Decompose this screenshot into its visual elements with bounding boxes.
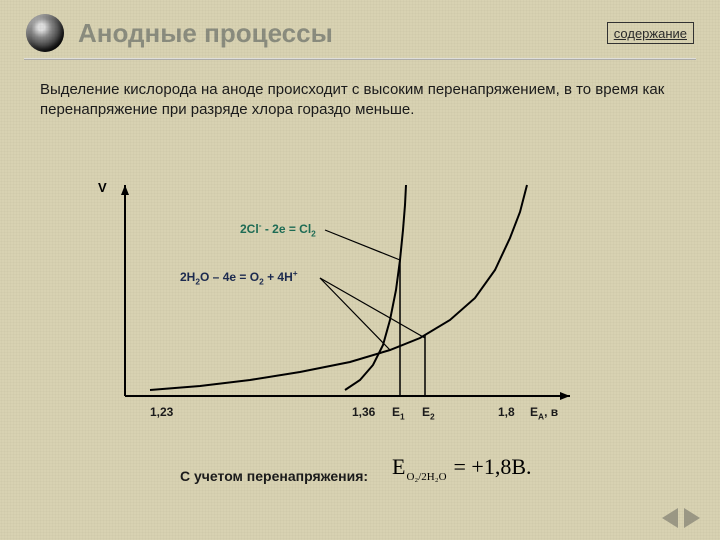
curve-label-O2: 2H2O – 4e = O2 + 4H+: [180, 268, 298, 286]
x-tick: 1,8: [498, 405, 515, 419]
chart-svg: [90, 180, 590, 440]
x-tick: 1,23: [150, 405, 173, 419]
y-axis-label: V: [98, 180, 107, 195]
logo-icon: [26, 14, 64, 52]
footer-formula: E O₂/2H₂O = +1,8B.: [392, 454, 532, 480]
curve-label-Cl2: 2Cl- - 2e = Cl2: [240, 220, 316, 238]
next-slide-button[interactable]: [684, 508, 700, 528]
x-tick: E1: [392, 405, 405, 421]
header-divider: [24, 58, 696, 60]
intro-paragraph: Выделение кислорода на аноде происходит …: [40, 80, 680, 121]
footer-caption: С учетом перенапряжения:: [180, 468, 368, 484]
anode-chart: V 1,23 1,36 E1 E2 1,8 EA, в 2H2O – 4e = O2 + 4…: [90, 180, 590, 440]
prev-slide-button[interactable]: [662, 508, 678, 528]
page-title: Анодные процессы: [78, 18, 333, 49]
toc-button[interactable]: содержание: [607, 22, 694, 44]
x-tick: EA, в: [530, 405, 558, 421]
x-tick: E2: [422, 405, 435, 421]
x-tick: 1,36: [352, 405, 375, 419]
